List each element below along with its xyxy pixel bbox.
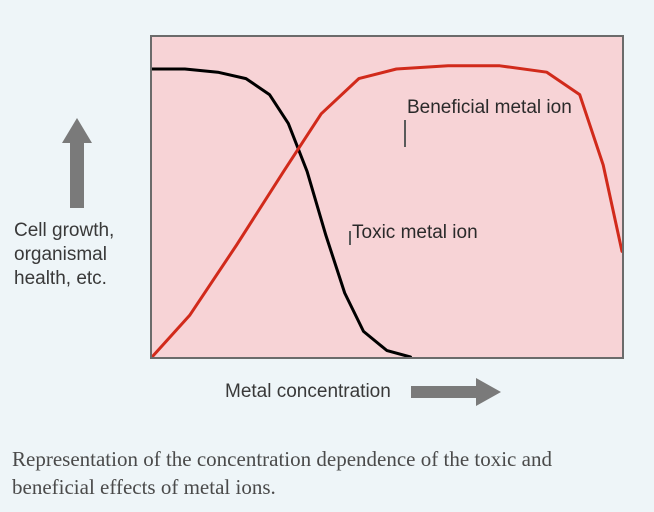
- figure-container: Beneficial metal ion Toxic metal ion Cel…: [0, 0, 654, 512]
- figure-caption: Representation of the concentration depe…: [12, 445, 634, 502]
- plot-area: Beneficial metal ion Toxic metal ion: [150, 35, 624, 359]
- y-label-line-1: Cell growth,: [14, 220, 114, 241]
- label-tick-toxic: [349, 231, 351, 245]
- y-label-line-3: health, etc.: [14, 268, 107, 289]
- y-axis: Cell growth, organismal health, etc.: [14, 118, 144, 290]
- series-label-toxic: Toxic metal ion: [352, 222, 478, 244]
- x-axis-label: Metal concentration: [225, 381, 391, 403]
- x-axis: Metal concentration: [225, 378, 501, 406]
- x-axis-arrow-icon: [411, 378, 501, 406]
- plot-svg: [152, 37, 622, 357]
- y-axis-arrow-icon: [62, 118, 92, 208]
- label-tick-beneficial: [404, 120, 406, 147]
- series-label-beneficial: Beneficial metal ion: [407, 97, 572, 119]
- y-axis-label: Cell growth, organismal health, etc.: [14, 219, 144, 290]
- y-label-line-2: organismal: [14, 244, 107, 265]
